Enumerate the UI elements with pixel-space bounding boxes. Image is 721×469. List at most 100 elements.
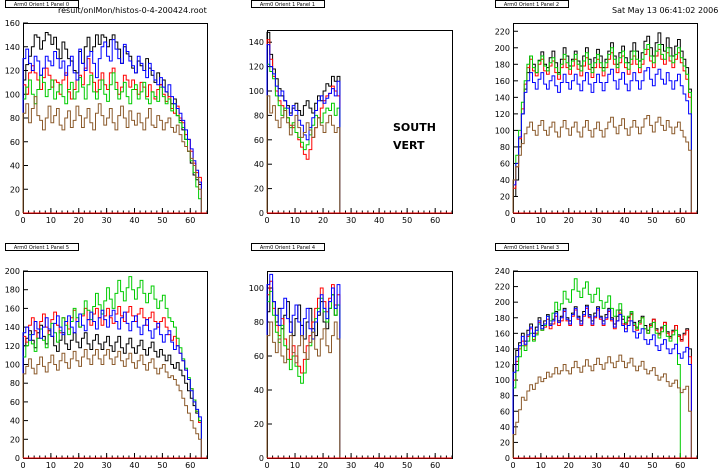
x-tick-label: 30	[346, 461, 356, 469]
panel-title-box	[251, 0, 325, 8]
panel-title-box	[251, 243, 325, 251]
y-tick-label: 20	[500, 438, 510, 447]
histogram-series-blue	[512, 306, 692, 458]
panel-title: Arm0 Orient 1 Panel 1	[260, 2, 315, 8]
x-tick-label: 0	[20, 216, 25, 225]
histogram-series-black	[22, 32, 202, 213]
x-tick-label: 30	[592, 216, 602, 225]
y-tick-label: 180	[495, 60, 510, 69]
y-tick-label: 80	[10, 379, 20, 388]
x-tick-label: 0	[264, 461, 269, 469]
y-tick-label: 100	[5, 361, 20, 370]
y-tick-label: 160	[5, 304, 20, 313]
histogram-series-red	[22, 306, 202, 458]
y-tick-label: 20	[500, 192, 510, 201]
y-tick-label: 160	[495, 77, 510, 86]
y-tick-label: 40	[10, 162, 20, 171]
x-tick-label: 20	[564, 461, 574, 469]
y-tick-label: 40	[500, 423, 510, 432]
panel-title: Arm0 Orient 1 Panel 0	[14, 2, 69, 8]
x-tick-label: 0	[20, 461, 25, 469]
panel-title-box	[495, 243, 569, 251]
panel-title-box	[5, 243, 79, 251]
y-tick-label: 200	[495, 298, 510, 307]
y-tick-label: 120	[495, 110, 510, 119]
y-tick-label: 140	[249, 38, 264, 47]
y-tick-label: 60	[254, 136, 264, 145]
y-tick-label: 120	[249, 63, 264, 72]
histogram-panel-6: Arm0 Orient 1 Panel 3 0 10 20 30 40 50 60 0 20 40 6…	[495, 243, 698, 469]
x-tick-label: 20	[74, 461, 84, 469]
x-tick-label: 20	[318, 461, 328, 469]
x-tick-label: 30	[346, 216, 356, 225]
y-tick-label: 160	[5, 19, 20, 28]
histogram-series-black	[512, 32, 692, 213]
histogram-series-brown	[266, 321, 341, 458]
x-tick-label: 40	[619, 216, 629, 225]
x-tick-label: 30	[102, 461, 112, 469]
histogram-series-green	[512, 44, 692, 213]
panel-title-box	[5, 0, 79, 8]
x-tick-label: 0	[510, 216, 515, 225]
y-tick-label: 20	[10, 435, 20, 444]
histogram-panel-2: Arm0 Orient 1 Panel 1 0 10 20 30 40 50 60 0 20 40 6…	[249, 0, 453, 225]
x-tick-label: 20	[74, 216, 84, 225]
y-tick-label: 40	[254, 160, 264, 169]
y-tick-label: 80	[500, 392, 510, 401]
y-tick-label: 80	[500, 143, 510, 152]
south-label: SOUTH	[393, 121, 436, 134]
histogram-series-brown	[266, 95, 341, 213]
y-tick-label: 220	[495, 283, 510, 292]
x-tick-label: 20	[318, 216, 328, 225]
histogram-panel-3: Arm0 Orient 1 Panel 2 0 10 20 30 40 50 60 0 20 40 6…	[495, 0, 698, 225]
x-tick-label: 10	[290, 216, 300, 225]
y-tick-label: 140	[495, 93, 510, 102]
histogram-series-green	[266, 63, 341, 213]
y-tick-label: 100	[249, 284, 264, 293]
x-tick-label: 50	[402, 216, 412, 225]
x-tick-label: 50	[647, 461, 657, 469]
histogram-series-brown	[512, 354, 692, 458]
histogram-series-red	[512, 307, 692, 458]
y-tick-label: 20	[10, 185, 20, 194]
histogram-series-brown	[22, 96, 202, 213]
panel-title: Arm0 Orient 1 Panel 4	[260, 245, 315, 251]
x-tick-label: 10	[536, 461, 546, 469]
x-tick-label: 60	[430, 216, 440, 225]
panel-title-box	[495, 0, 569, 8]
y-tick-label: 40	[254, 386, 264, 395]
y-tick-label: 100	[495, 376, 510, 385]
x-tick-label: 40	[129, 216, 139, 225]
y-tick-label: 0	[259, 209, 264, 218]
histogram-series-red	[512, 48, 692, 213]
vert-label: VERT	[393, 139, 425, 152]
x-tick-label: 0	[510, 461, 515, 469]
y-tick-label: 0	[15, 209, 20, 218]
y-tick-label: 40	[10, 417, 20, 426]
x-tick-label: 50	[157, 461, 167, 469]
panel-title: Arm0 Orient 1 Panel 5	[14, 245, 69, 251]
y-tick-label: 0	[259, 454, 264, 463]
y-tick-label: 100	[5, 90, 20, 99]
y-tick-label: 80	[10, 114, 20, 123]
x-tick-label: 60	[185, 216, 195, 225]
y-tick-label: 60	[10, 138, 20, 147]
histogram-series-black	[22, 324, 202, 458]
y-tick-label: 80	[254, 111, 264, 120]
x-tick-label: 60	[185, 461, 195, 469]
x-tick-label: 60	[675, 461, 685, 469]
x-tick-label: 10	[46, 461, 56, 469]
x-tick-label: 10	[290, 461, 300, 469]
y-tick-label: 60	[10, 398, 20, 407]
x-tick-label: 40	[129, 461, 139, 469]
x-tick-label: 50	[157, 216, 167, 225]
y-tick-label: 160	[495, 329, 510, 338]
x-tick-label: 50	[402, 461, 412, 469]
histogram-series-blue	[512, 67, 692, 213]
y-tick-label: 220	[495, 27, 510, 36]
y-tick-label: 200	[5, 267, 20, 276]
histogram-series-blue	[22, 39, 202, 213]
panel-title: Arm0 Orient 1 Panel 2	[504, 2, 559, 8]
y-tick-label: 80	[254, 318, 264, 327]
histogram-series-blue	[266, 273, 341, 458]
